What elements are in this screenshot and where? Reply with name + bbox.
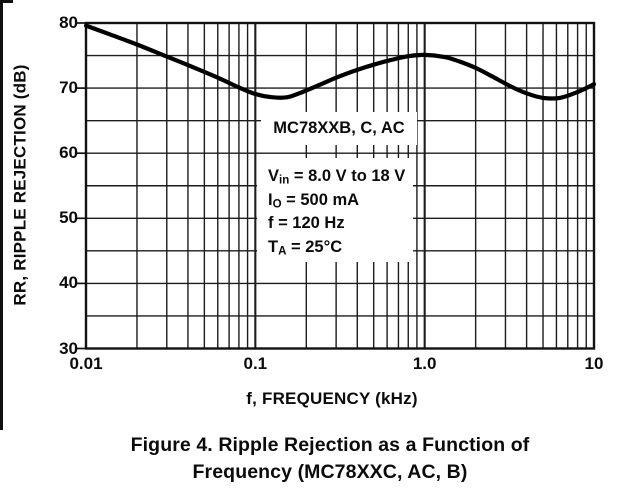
condition-value: = 25°C (286, 237, 343, 256)
condition-value: = 120 Hz (273, 214, 345, 232)
ripple-rejection-curve (83, 23, 597, 101)
y-tick-label: 60 (59, 143, 78, 163)
condition-line: TA = 25°C (268, 236, 413, 260)
y-tick-label: 80 (59, 13, 78, 32)
condition-subscript: in (279, 174, 290, 187)
condition-symbol: f (268, 214, 274, 232)
condition-symbol: T (268, 237, 279, 256)
condition-subscript: O (272, 198, 282, 211)
y-tick-label: 40 (59, 273, 78, 293)
caption-line-1: Figure 4. Ripple Rejection as a Function… (130, 434, 530, 456)
conditions-box: Vin = 8.0 V to 18 V IO = 500 mA f = 120 Hz… (257, 158, 413, 262)
figure-caption: Figure 4. Ripple Rejection as a Function… (40, 432, 620, 485)
x-tick-label: 1.0 (412, 354, 437, 373)
condition-value: = 500 mA (281, 190, 360, 209)
plot-frame (84, 21, 596, 350)
x-tick-label: 0.01 (69, 354, 103, 373)
condition-symbol: V (268, 167, 280, 185)
condition-value: = 8.0 V to 18 V (289, 167, 406, 185)
caption-line-2: Frequency (MC78XXC, AC, B) (192, 460, 468, 483)
condition-line: IO = 500 mA (268, 189, 413, 213)
x-tick-label: 0.1 (243, 354, 268, 373)
condition-subscript: A (278, 245, 287, 258)
condition-line: f = 120 Hz (268, 212, 413, 236)
y-tick-label: 30 (59, 338, 78, 358)
condition-line: Vin = 8.0 V to 18 V (268, 165, 413, 189)
document-border-top-fragment (0, 0, 13, 3)
y-axis-title: RR, RIPPLE REJECTION (dB) (10, 64, 30, 306)
x-tick-label: 10 (584, 354, 604, 373)
condition-symbol: I (268, 190, 273, 209)
document-border-left (0, 0, 3, 430)
ripple-rejection-chart: RR, RIPPLE REJECTION (dB) f, FREQUENCY (… (10, 13, 604, 408)
series-label: MC78XXB, C, AC (261, 112, 417, 145)
y-tick-label: 50 (59, 208, 78, 228)
y-tick-label: 70 (59, 78, 78, 98)
x-axis-title: f, FREQUENCY (kHz) (246, 389, 418, 408)
